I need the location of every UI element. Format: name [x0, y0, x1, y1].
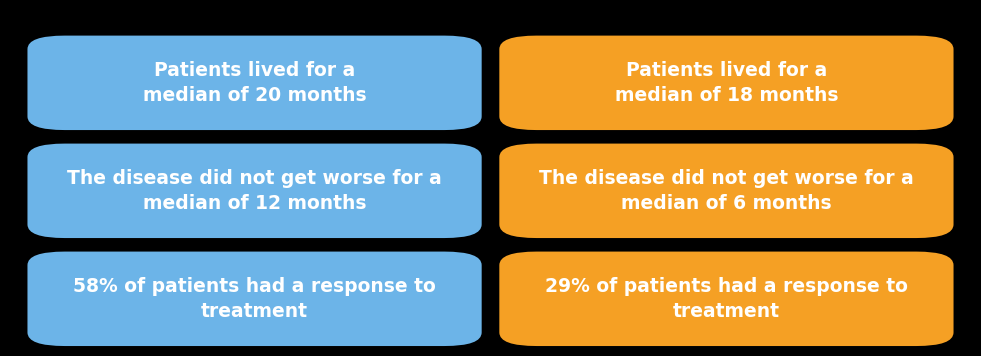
- Text: 58% of patients had a response to
treatment: 58% of patients had a response to treatm…: [74, 277, 436, 321]
- FancyBboxPatch shape: [27, 252, 482, 346]
- Text: Patients lived for a
median of 20 months: Patients lived for a median of 20 months: [143, 61, 366, 105]
- Text: The disease did not get worse for a
median of 12 months: The disease did not get worse for a medi…: [67, 169, 442, 213]
- FancyBboxPatch shape: [499, 36, 954, 130]
- Text: Patients lived for a
median of 18 months: Patients lived for a median of 18 months: [615, 61, 838, 105]
- Text: The disease did not get worse for a
median of 6 months: The disease did not get worse for a medi…: [539, 169, 914, 213]
- Text: 29% of patients had a response to
treatment: 29% of patients had a response to treatm…: [545, 277, 907, 321]
- FancyBboxPatch shape: [27, 143, 482, 238]
- FancyBboxPatch shape: [499, 252, 954, 346]
- FancyBboxPatch shape: [499, 143, 954, 238]
- FancyBboxPatch shape: [27, 36, 482, 130]
